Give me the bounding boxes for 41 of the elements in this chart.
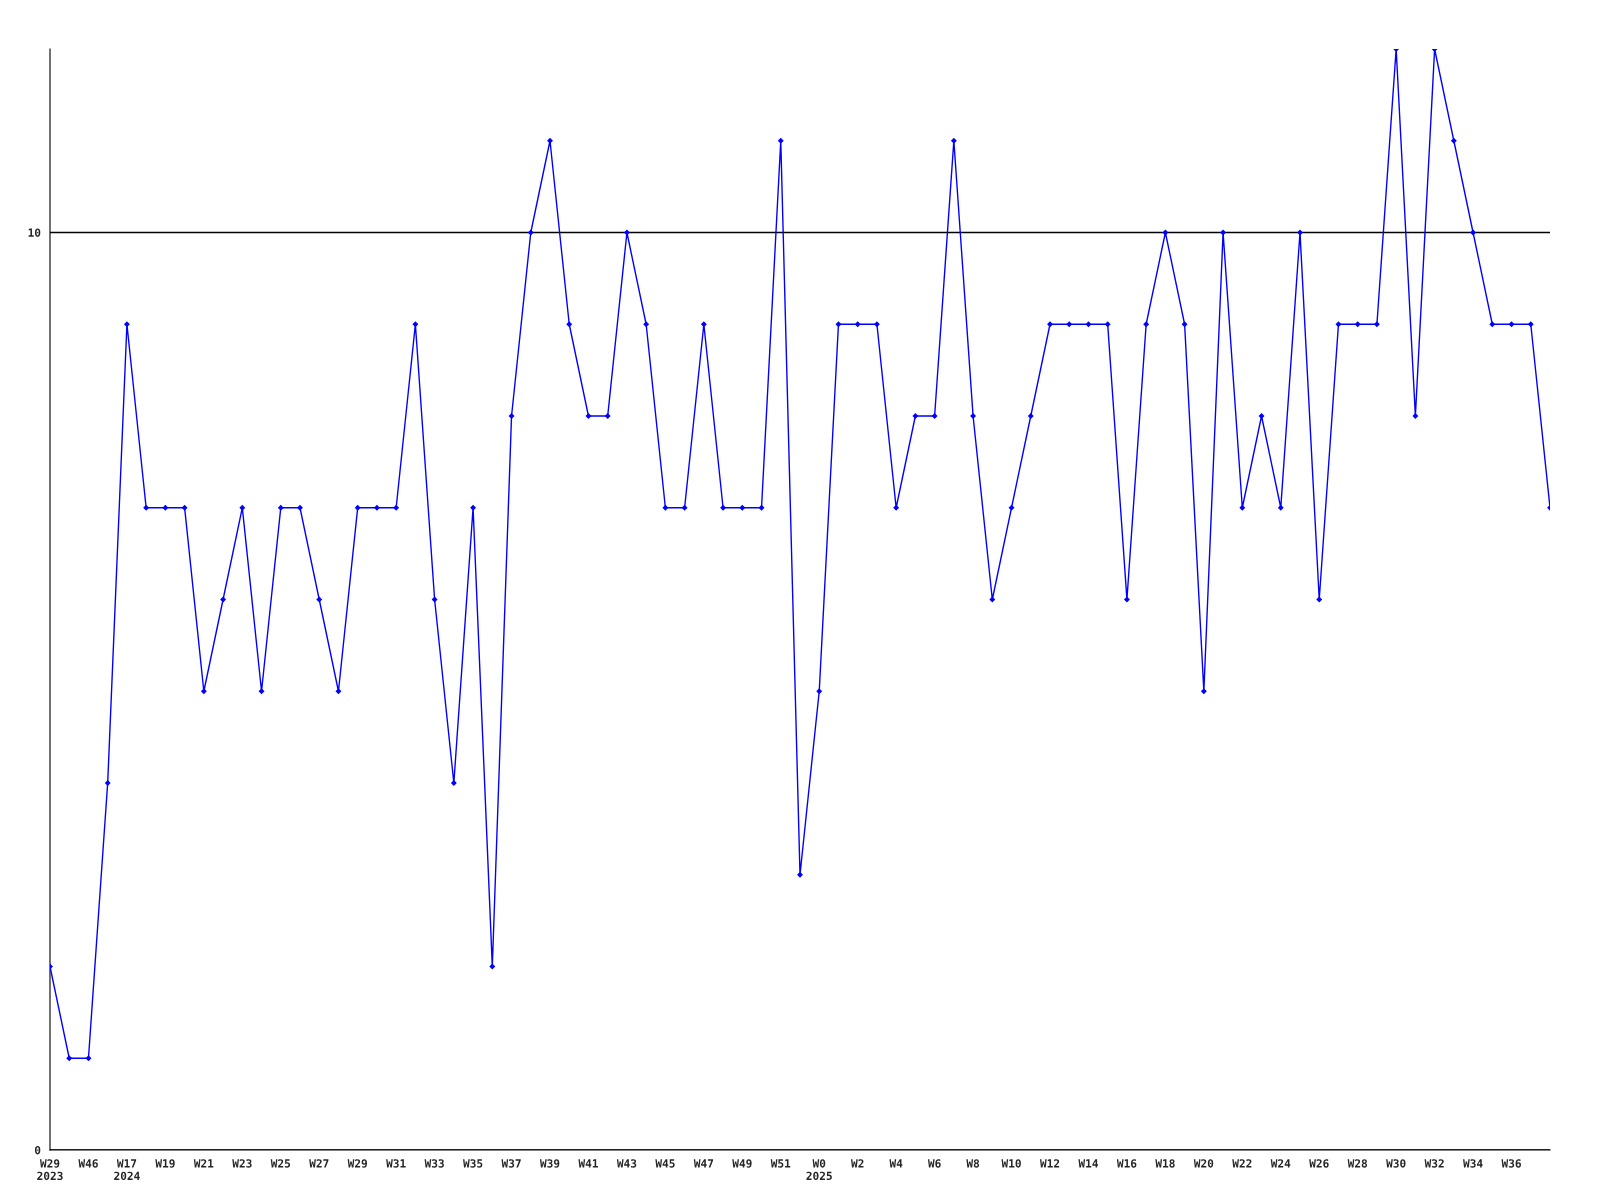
x-tick-label: W28 [1347, 1159, 1368, 1168]
x-tick-label: W17 2024 [114, 1159, 140, 1181]
x-tick-label: W39 [539, 1159, 560, 1168]
x-tick-label: W43 [616, 1159, 637, 1168]
x-tick-label: W0 2025 [806, 1159, 832, 1181]
y-tick-label: 0 [34, 1145, 41, 1155]
x-tick-label: W26 [1309, 1159, 1329, 1168]
x-tick-label: W46 [78, 1159, 98, 1168]
x-tick-label: W31 [386, 1159, 406, 1168]
x-tick-label: W41 [578, 1159, 598, 1168]
x-tick-label: W30 [1386, 1159, 1406, 1168]
x-tick-label: W45 [655, 1159, 675, 1168]
x-tick-label: W10 [1001, 1159, 1021, 1168]
x-tick-label: W29 [347, 1159, 368, 1168]
x-tick-label: W47 [693, 1159, 714, 1168]
x-tick-label: W8 [966, 1159, 980, 1168]
x-tick-label: W21 [193, 1159, 214, 1168]
x-tick-label: W37 [501, 1159, 521, 1168]
x-tick-label: W36 [1501, 1159, 1521, 1168]
x-tick-label: W32 [1424, 1159, 1444, 1168]
x-tick-label: W19 [155, 1159, 175, 1168]
x-tick-label: W18 [1155, 1159, 1175, 1168]
x-tick-label: W25 [270, 1159, 291, 1168]
x-tick-label: W4 [889, 1159, 903, 1168]
x-tick-label: W20 [1193, 1159, 1214, 1168]
x-tick-label: W35 [463, 1159, 483, 1168]
x-tick-label: W22 [1232, 1159, 1252, 1168]
x-tick-label: W51 [770, 1159, 791, 1168]
x-tick-label: W33 [424, 1159, 444, 1168]
x-tick-label: W16 [1116, 1159, 1137, 1168]
x-tick-label: W27 [309, 1159, 329, 1168]
x-tick-label: W34 [1463, 1159, 1483, 1168]
x-tick-label: W2 [851, 1159, 864, 1168]
y-tick-label: 10 [28, 228, 41, 237]
x-tick-label: W23 [232, 1159, 252, 1168]
x-tick-label: W6 [927, 1159, 941, 1168]
x-tick-label: W24 [1270, 1159, 1291, 1168]
x-tick-label: W49 [732, 1159, 752, 1168]
x-tick-label: W14 [1078, 1159, 1098, 1168]
x-tick-label: W29 2023 [37, 1159, 63, 1181]
x-tick-label: W12 [1039, 1159, 1060, 1168]
